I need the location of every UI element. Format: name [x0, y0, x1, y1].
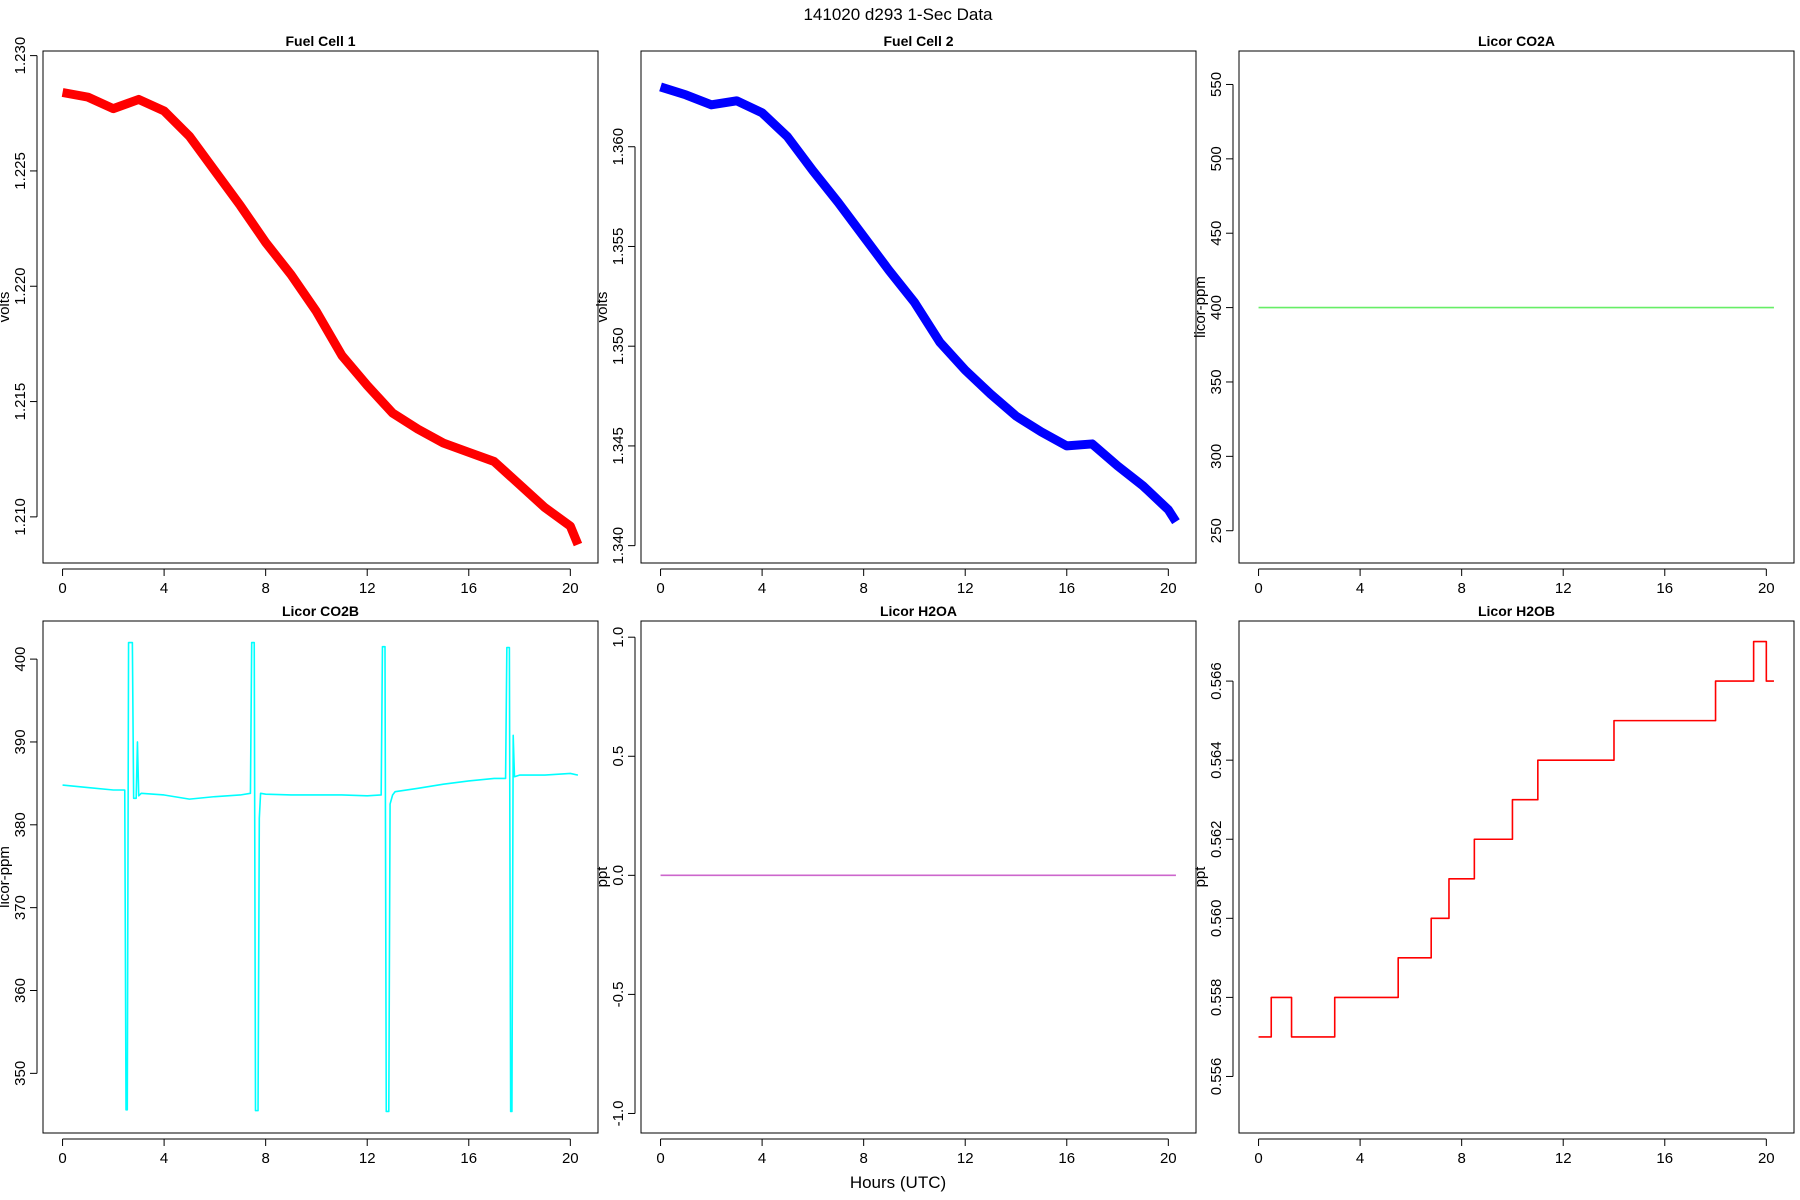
panel-title: Licor H2OA [880, 603, 957, 619]
x-tick-label: 8 [859, 1150, 867, 1167]
y-tick-label: 0.564 [1208, 741, 1225, 779]
panel-title: Fuel Cell 2 [883, 33, 953, 49]
y-tick-label: 300 [1208, 444, 1225, 469]
x-tick-label: 8 [261, 580, 269, 597]
figure-title: 141020 d293 1-Sec Data [803, 5, 993, 24]
y-tick-label: 0.5 [610, 746, 627, 767]
y-tick-label: 1.225 [12, 152, 29, 190]
y-tick-label: 1.340 [610, 527, 627, 565]
x-axis-title: Hours (UTC) [850, 1173, 946, 1192]
y-tick-label: 0.558 [1208, 979, 1225, 1017]
x-tick-label: 12 [359, 1150, 376, 1167]
panel-title: Licor CO2A [1478, 33, 1555, 49]
x-tick-label: 20 [1758, 1150, 1775, 1167]
x-tick-label: 8 [1457, 580, 1465, 597]
y-tick-label: -0.5 [610, 981, 627, 1007]
y-tick-label: 0.556 [1208, 1058, 1225, 1096]
y-tick-label: 250 [1208, 518, 1225, 543]
x-tick-label: 0 [656, 580, 664, 597]
x-tick-label: 0 [58, 580, 66, 597]
data-line [659, 82, 1180, 525]
x-tick-label: 16 [460, 580, 477, 597]
plot-frame [42, 620, 599, 1134]
x-tick-label: 16 [1656, 580, 1673, 597]
panel-title: Licor H2OB [1478, 603, 1555, 619]
y-tick-label: 370 [12, 895, 29, 920]
y-tick-label: 400 [1208, 295, 1225, 320]
y-tick-label: 1.220 [12, 267, 29, 305]
y-tick-label: 400 [12, 647, 29, 672]
plot-frame [1238, 620, 1795, 1134]
x-tick-label: 8 [859, 580, 867, 597]
x-tick-label: 12 [957, 580, 974, 597]
x-tick-label: 20 [1160, 1150, 1177, 1167]
x-tick-label: 4 [160, 1150, 168, 1167]
x-tick-label: 16 [1656, 1150, 1673, 1167]
y-axis-title: licor-ppm [0, 846, 13, 908]
plot-frame [42, 50, 599, 564]
x-tick-label: 4 [1356, 1150, 1364, 1167]
y-tick-label: 1.230 [12, 37, 29, 75]
data-line [1258, 640, 1774, 1038]
y-tick-label: 380 [12, 812, 29, 837]
plot-frame [640, 50, 1197, 564]
x-tick-label: 16 [460, 1150, 477, 1167]
panel-title: Licor CO2B [282, 603, 359, 619]
data-line [62, 641, 579, 1113]
x-tick-label: 8 [261, 1150, 269, 1167]
y-axis-title: volts [0, 292, 13, 323]
x-tick-label: 4 [758, 580, 766, 597]
x-tick-label: 20 [1160, 580, 1177, 597]
y-tick-label: 0.562 [1208, 820, 1225, 858]
y-tick-label: 1.360 [610, 128, 627, 166]
y-tick-label: 450 [1208, 221, 1225, 246]
x-tick-label: 4 [1356, 580, 1364, 597]
y-tick-label: -1.0 [610, 1101, 627, 1127]
y-tick-label: 1.355 [610, 228, 627, 266]
x-tick-label: 20 [562, 1150, 579, 1167]
x-tick-label: 4 [160, 580, 168, 597]
y-tick-label: 350 [12, 1061, 29, 1086]
x-tick-label: 16 [1058, 1150, 1075, 1167]
x-tick-label: 12 [359, 580, 376, 597]
x-tick-label: 16 [1058, 580, 1075, 597]
y-tick-label: 1.210 [12, 498, 29, 536]
y-tick-label: 360 [12, 978, 29, 1003]
y-tick-label: 550 [1208, 72, 1225, 97]
x-tick-label: 8 [1457, 1150, 1465, 1167]
y-tick-label: 1.0 [610, 627, 627, 648]
y-tick-label: 1.215 [12, 383, 29, 421]
x-tick-label: 0 [1254, 580, 1262, 597]
y-tick-label: 500 [1208, 146, 1225, 171]
data-line [61, 88, 583, 547]
x-tick-label: 0 [58, 1150, 66, 1167]
x-tick-label: 0 [656, 1150, 664, 1167]
plot-frame [1238, 50, 1795, 564]
x-tick-label: 20 [562, 580, 579, 597]
x-tick-label: 20 [1758, 580, 1775, 597]
y-tick-label: 1.345 [610, 427, 627, 465]
y-tick-label: 390 [12, 729, 29, 754]
y-axis-title: licor-ppm [1192, 276, 1209, 338]
y-axis-title: volts [594, 292, 611, 323]
y-axis-title: ppt [1192, 866, 1209, 888]
plot-frame [640, 620, 1197, 1134]
x-tick-label: 12 [1555, 1150, 1572, 1167]
y-tick-label: 350 [1208, 369, 1225, 394]
y-tick-label: 1.350 [610, 327, 627, 365]
y-axis-title: ppt [594, 866, 611, 888]
y-tick-label: 0.566 [1208, 662, 1225, 700]
y-tick-label: 0.560 [1208, 900, 1225, 938]
x-tick-label: 12 [1555, 580, 1572, 597]
x-tick-label: 0 [1254, 1150, 1262, 1167]
x-tick-label: 4 [758, 1150, 766, 1167]
y-tick-label: 0.0 [610, 865, 627, 886]
x-tick-label: 12 [957, 1150, 974, 1167]
panel-title: Fuel Cell 1 [285, 33, 355, 49]
